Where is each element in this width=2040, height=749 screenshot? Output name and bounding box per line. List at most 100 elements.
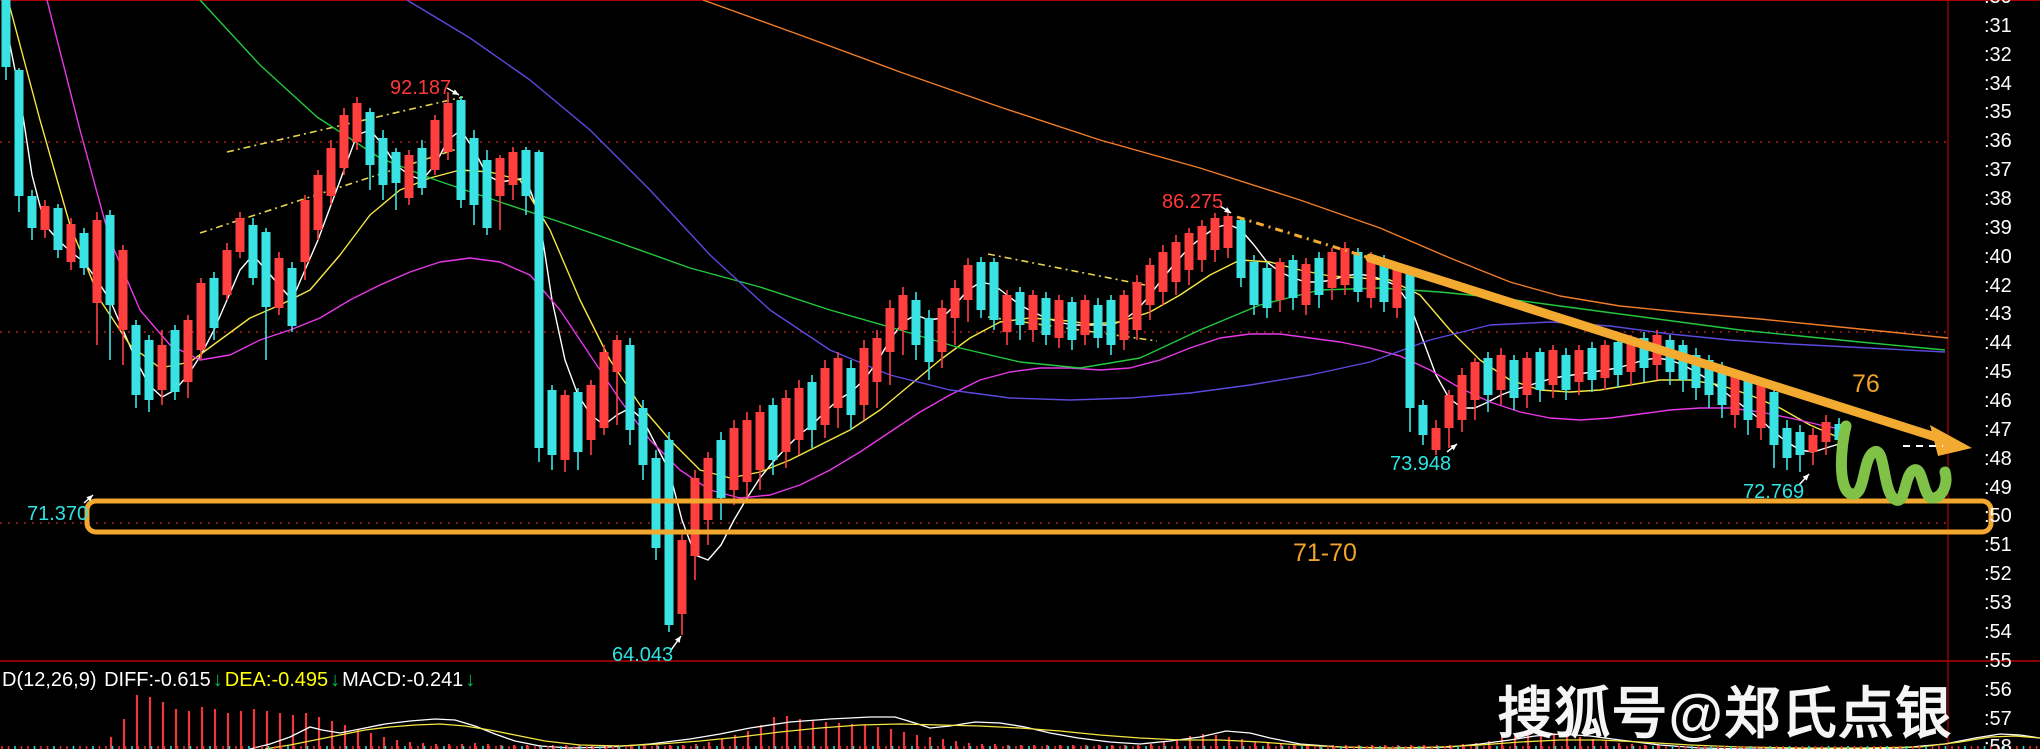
axis-tick-label: :50 [1984,505,2012,528]
candle-body [482,160,492,228]
candle-body [508,152,518,185]
ma-yellow [7,0,1841,479]
candle-body [625,345,635,430]
candle-body [1119,295,1129,340]
support-zone-box [84,498,1994,535]
candle-body [157,345,167,390]
candle-body [586,385,596,440]
axis-tick-label: :38 [1984,188,2012,211]
candle-body [1301,264,1311,305]
candle-body [1483,358,1493,395]
swing-price-label: 71.370 [27,503,89,525]
candle-body [742,420,752,482]
candle-body [677,540,687,614]
candle-body [27,196,37,228]
candle-body [833,358,843,408]
candle-body [1730,375,1740,415]
candle-body [1509,360,1519,398]
swing-price-label: 64.043 [612,644,674,666]
candle-body [989,262,999,320]
candle-body [1444,395,1454,428]
swing-price-label: 92.187 [390,77,452,99]
candle-body [222,250,232,295]
axis-tick-label: :53 [1984,592,2012,615]
candle-body [40,206,50,230]
macd-readout-segment: D(12,26,9) [2,669,103,691]
candle-body [326,148,336,196]
axis-tick-label: :48 [1984,447,2012,470]
pointer-arrowhead [1450,444,1457,451]
candle-body [1795,432,1805,455]
candle-body [963,265,973,300]
moving-averages [5,0,1949,561]
axis-tick-label: :46 [1984,390,2012,413]
candle-body [1834,424,1844,440]
candle-body [495,158,505,196]
candle-body [417,148,427,188]
candle-body [1769,392,1779,445]
candle-body [521,150,531,196]
candle-body [1197,226,1207,260]
axis-tick-label: :36 [1984,130,2012,153]
candle-body [638,408,648,465]
candle-body [950,288,960,318]
axis-tick-label: :39 [1984,216,2012,239]
ma-fast-white [5,24,1840,561]
candle-body [1366,258,1376,298]
candle-body [183,320,193,382]
axis-tick-label: :54 [1984,620,2012,643]
candle-body [235,218,245,252]
candle-body [1418,405,1428,435]
candle-body [859,348,869,405]
candle-body [14,70,24,196]
candle-body [456,100,466,200]
axis-tick-label: :49 [1984,476,2012,499]
candle-body [1743,380,1753,420]
candle-body [820,368,830,425]
candle-body [924,318,934,362]
candle-body [781,398,791,452]
axis-tick-label: :35 [1984,101,2012,124]
candle-body [1522,358,1532,395]
candle-body [1626,340,1636,372]
candle-body [261,232,271,307]
candle-body [300,200,310,262]
candle-body [443,103,453,152]
axis-tick-label: :55 [1984,649,2012,672]
candle-body [248,225,258,278]
axis-tick-label: :43 [1984,303,2012,326]
candle-body [287,268,297,326]
candle-body [872,338,882,382]
candle-body [911,300,921,345]
macd-diff-line [249,716,2040,749]
candle-body [1158,252,1168,292]
axis-tick-label: :58 [1984,736,2012,749]
candle-body [1574,350,1584,382]
candle-body [846,368,856,415]
candle-body [1171,242,1181,282]
candle-body [1028,295,1038,330]
ma-orange [702,0,1949,339]
candle-body [1,0,11,67]
swing-price-label: 72.769 [1743,481,1805,503]
candle-body [1054,300,1064,338]
trendline-dashed-start [1236,215,1371,260]
candle-body [131,325,141,395]
candle-body [703,458,713,520]
pointer-arrowhead [674,636,681,643]
pointer-arrowhead [1802,474,1809,481]
candle-body [144,340,154,400]
candle-body [79,233,89,268]
axis-tick-label: :30 [1984,0,2012,7]
candle-body [716,440,726,498]
candle-body [1379,262,1389,302]
candle-body [1405,272,1415,408]
macd-dea-line [264,723,2040,749]
green-squiggle-annotation [1835,420,1952,506]
candle-body [1249,262,1259,305]
axis-tick-label: :31 [1984,14,2012,37]
candle-body [560,395,570,460]
candle-body [1808,435,1818,452]
candle-body [1223,216,1233,248]
